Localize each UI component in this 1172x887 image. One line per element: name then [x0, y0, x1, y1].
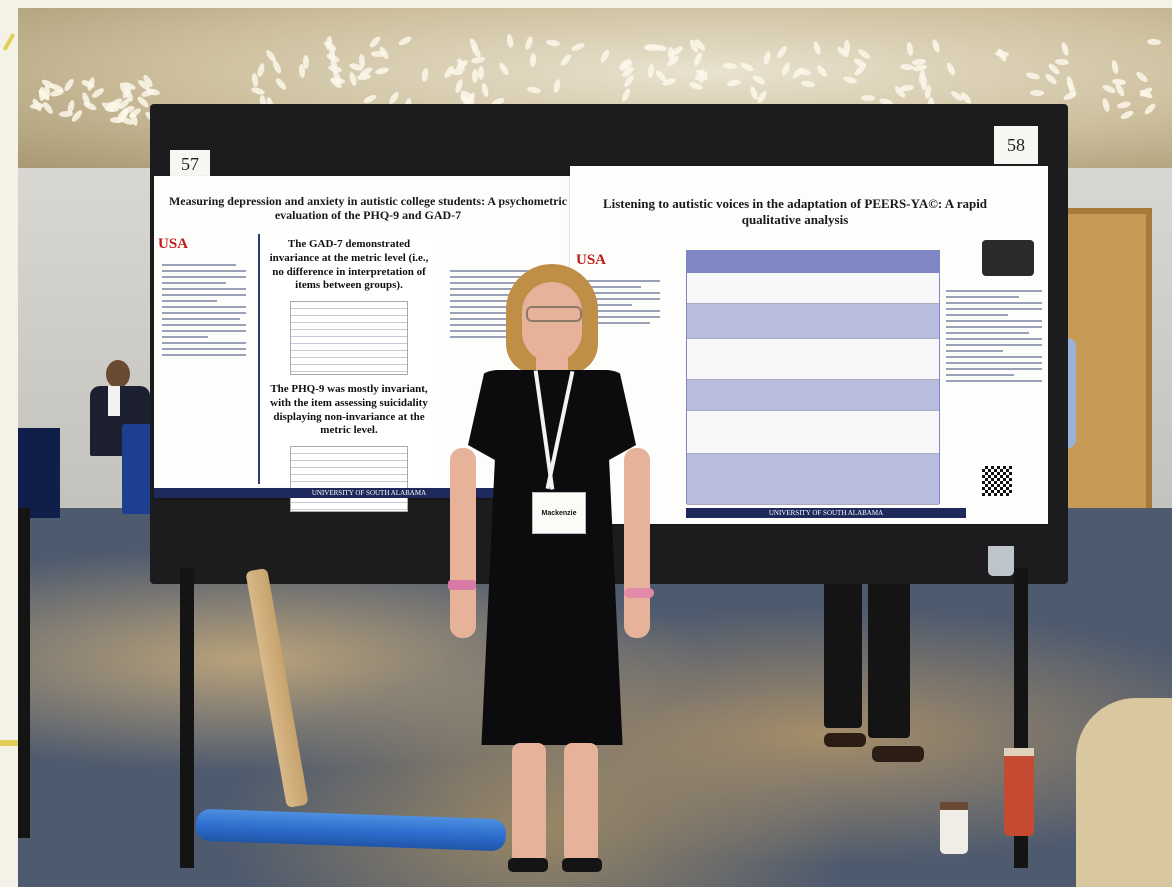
side-table — [1076, 698, 1172, 887]
qr-code — [982, 466, 1012, 496]
watch — [448, 580, 476, 590]
coffee-cup — [940, 802, 968, 854]
shoe-left — [508, 858, 548, 872]
poster-right-title: Listening to autistic voices in the adap… — [602, 196, 988, 227]
phq9-finding: The PHQ-9 was mostly invariant, with the… — [270, 383, 428, 437]
glasses — [526, 306, 582, 322]
board-stand-left — [18, 508, 30, 838]
gad7-table — [290, 301, 408, 375]
bracelet — [624, 588, 654, 598]
shoe-right — [562, 858, 602, 872]
ceiling-light-leaf — [109, 117, 124, 124]
presenter-leg-left — [512, 743, 546, 863]
presenter-dress — [468, 370, 636, 745]
ceiling-light-leaf — [471, 69, 478, 84]
poster-left-logo: USA — [158, 236, 189, 252]
poster-left-center-column: The GAD-7 demonstrated invariance at the… — [258, 234, 438, 512]
background-person — [824, 568, 924, 808]
ceiling-light-leaf — [861, 94, 876, 101]
presenter: Mackenzie — [428, 258, 668, 887]
poster-right-logo: USA — [576, 252, 607, 268]
ceiling-light-leaf — [370, 51, 385, 58]
poster-number-57: 57 — [170, 150, 210, 178]
poster-left-title: Measuring depression and anxiety in auti… — [168, 194, 568, 223]
adaptation-table — [686, 250, 940, 505]
clear-cup — [988, 546, 1014, 576]
name-badge: Mackenzie — [532, 492, 586, 534]
phq9-table — [290, 446, 408, 512]
poster-right: Listening to autistic voices in the adap… — [570, 166, 1048, 524]
presenter-arm-right — [624, 448, 650, 638]
ceiling-light-leaf — [302, 54, 310, 69]
presenter-arm-left — [450, 448, 476, 638]
peers-logo — [982, 240, 1034, 276]
poster-left-intro-column — [158, 260, 250, 480]
presenter-leg-right — [564, 743, 598, 863]
conference-photo: 57 58 Measuring depression and anxiety i… — [18, 8, 1172, 887]
poster-left-footer: UNIVERSITY OF SOUTH ALABAMA — [154, 488, 584, 498]
frame-accent-left — [2, 33, 16, 51]
left-table — [18, 428, 60, 518]
red-cup — [1004, 748, 1034, 836]
poster-right-left-column — [574, 276, 664, 436]
frame-accent-bottom — [0, 740, 18, 746]
gad7-finding: The GAD-7 demonstrated invariance at the… — [269, 238, 429, 292]
poster-number-58: 58 — [994, 126, 1038, 164]
poster-right-results-column — [942, 286, 1046, 466]
presenter-face — [522, 282, 582, 362]
ceiling-light-leaf — [477, 66, 484, 81]
poster-right-footer: UNIVERSITY OF SOUTH ALABAMA — [686, 508, 966, 518]
board-leg-left — [180, 568, 194, 868]
